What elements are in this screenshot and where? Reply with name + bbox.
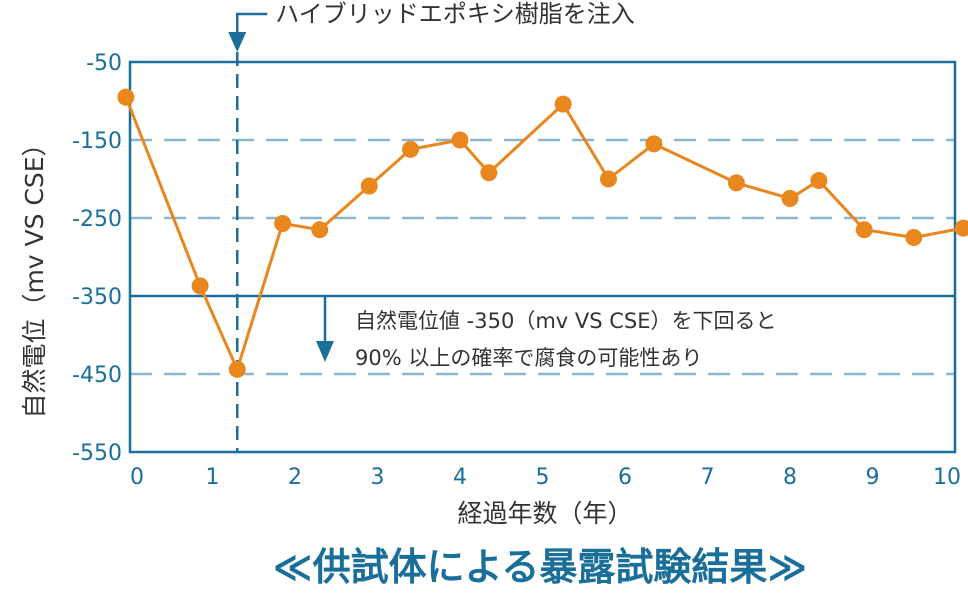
y-tick-label: -350 xyxy=(72,285,122,310)
data-point xyxy=(360,177,378,195)
threshold-note-line1: 自然電位値 -350（mv VS CSE）を下回ると xyxy=(355,309,777,333)
data-point xyxy=(781,190,799,207)
chart-title: ≪供試体による暴露試験結果≫ xyxy=(273,545,807,589)
data-point xyxy=(645,135,663,153)
data-point xyxy=(727,174,745,192)
threshold-annotation: 自然電位値 -350（mv VS CSE）を下回ると 90% 以上の確率で腐食の可… xyxy=(316,296,777,370)
data-point xyxy=(905,229,923,246)
data-point xyxy=(810,172,828,190)
y-tick-label: -50 xyxy=(86,51,122,76)
down-arrow-icon xyxy=(316,341,334,362)
x-tick-label: 2 xyxy=(288,465,302,490)
data-point xyxy=(191,277,209,295)
data-point xyxy=(954,219,968,237)
threshold-note-line2: 90% 以上の確率で腐食の可能性あり xyxy=(355,346,702,370)
y-tick-label: -250 xyxy=(72,207,122,232)
gridlines xyxy=(130,138,955,376)
data-point xyxy=(855,221,873,239)
x-tick-label: 4 xyxy=(453,465,467,490)
potential-series-line xyxy=(124,96,964,371)
data-point xyxy=(554,95,572,113)
data-points xyxy=(117,88,968,378)
x-tick-label: 6 xyxy=(618,465,632,490)
y-axis-title: 自然電位（mv VS CSE） xyxy=(20,131,49,418)
injection-marker: ハイブリッドエポキシ樹脂を注入 xyxy=(228,0,635,452)
x-tick-label: 9 xyxy=(866,465,880,490)
data-point xyxy=(117,88,135,106)
x-tick-label: 3 xyxy=(371,465,385,490)
data-point xyxy=(480,164,498,182)
data-point xyxy=(311,221,329,239)
injection-label: ハイブリッドエポキシ樹脂を注入 xyxy=(275,0,635,28)
y-tick-label: -550 xyxy=(72,441,122,466)
callout-leader xyxy=(236,12,268,34)
data-point xyxy=(228,360,246,378)
x-tick-label: 8 xyxy=(783,465,797,490)
data-point xyxy=(600,170,617,188)
x-tick-label: 7 xyxy=(701,465,715,490)
data-point xyxy=(402,140,419,158)
axis-ticks: -50 -150 -250 -350 -450 -550 0 1 2 3 4 5 6 7 8 9 10 xyxy=(72,51,961,490)
x-tick-label: 5 xyxy=(536,465,550,490)
y-tick-label: -150 xyxy=(72,129,122,154)
y-tick-label: -450 xyxy=(72,363,122,388)
data-point xyxy=(274,214,292,232)
down-arrow-icon xyxy=(228,32,247,52)
x-tick-label: 0 xyxy=(130,465,144,490)
x-tick-label: 1 xyxy=(206,465,220,490)
x-axis-title: 経過年数（年） xyxy=(457,499,632,528)
data-point xyxy=(451,131,469,149)
x-tick-label: 10 xyxy=(933,465,961,490)
plot-frame xyxy=(128,60,957,454)
